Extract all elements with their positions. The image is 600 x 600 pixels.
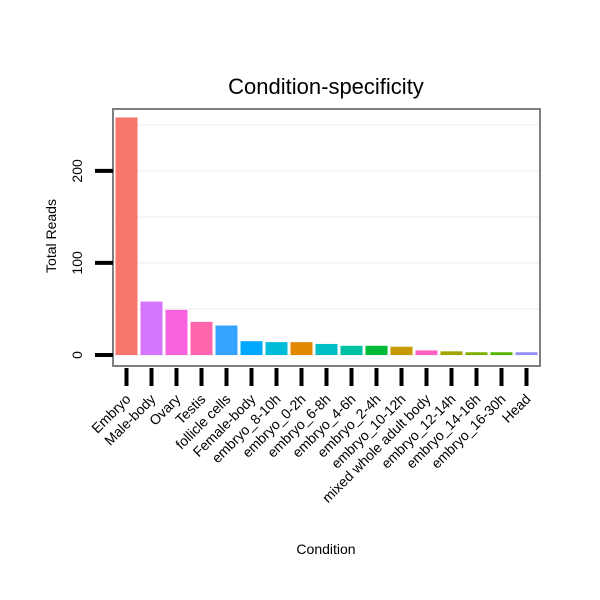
bar-embryo-4-6h xyxy=(340,345,363,355)
x-axis-title: Condition xyxy=(296,541,355,557)
bar-embryo-8-10h xyxy=(265,342,288,355)
bar-embryo-14-16h xyxy=(465,352,488,355)
bar-female-body xyxy=(240,341,263,355)
bar-follicle-cells xyxy=(215,325,238,355)
bar-embryo-6-8h xyxy=(315,343,338,355)
bar-embryo xyxy=(115,117,138,356)
bar-testis xyxy=(190,321,213,355)
y-tick-label: 0 xyxy=(69,351,85,359)
y-tick-label: 200 xyxy=(69,159,85,183)
bars xyxy=(115,117,538,356)
bar-embryo-10-12h xyxy=(390,346,413,355)
bar-embryo-16-30h xyxy=(490,352,513,355)
y-axis-title: Total Reads xyxy=(43,199,59,273)
bar-embryo-0-2h xyxy=(290,342,313,355)
bar-embryo-2-4h xyxy=(365,345,388,355)
bar-mixed-whole-adult-body xyxy=(415,350,438,355)
y-tick-label: 100 xyxy=(69,251,85,275)
bar-embryo-12-14h xyxy=(440,351,463,355)
x-tick-label: Head xyxy=(499,391,534,426)
bar-head xyxy=(515,352,538,355)
plot-panel-border xyxy=(112,108,541,367)
bar-male-body xyxy=(140,301,163,355)
y-axis: 0 100 200 xyxy=(69,159,113,359)
chart-title: Condition-specificity xyxy=(228,74,424,99)
bar-ovary xyxy=(165,309,188,355)
